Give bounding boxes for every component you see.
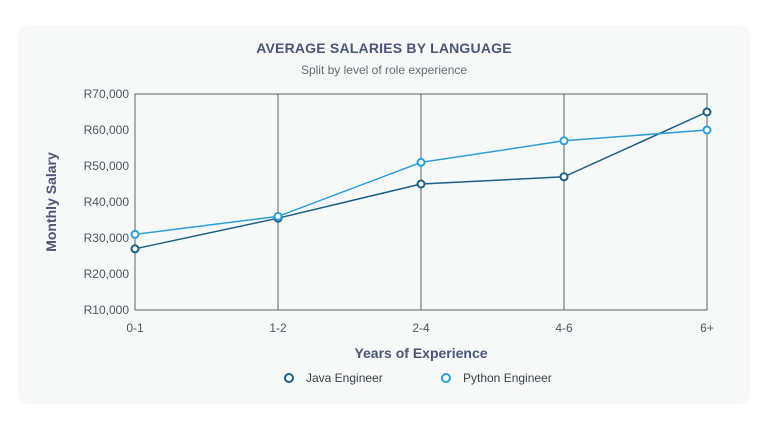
data-point[interactable] xyxy=(416,157,426,167)
y-tick-label: R70,000 xyxy=(84,87,130,101)
plot-area xyxy=(134,93,708,311)
data-point[interactable] xyxy=(416,179,426,189)
x-axis-label: Years of Experience xyxy=(354,345,487,361)
y-tick-label: R60,000 xyxy=(84,123,130,137)
legend-marker-icon xyxy=(441,373,451,383)
legend-item-java[interactable]: Java Engineer xyxy=(284,371,383,385)
x-tick-label: 2-4 xyxy=(412,321,430,335)
chart-title: AVERAGE SALARIES BY LANGUAGE xyxy=(256,40,512,56)
data-point[interactable] xyxy=(702,125,712,135)
y-tick-label: R30,000 xyxy=(84,231,130,245)
data-point[interactable] xyxy=(559,172,569,182)
data-point[interactable] xyxy=(702,107,712,117)
data-point[interactable] xyxy=(130,229,140,239)
legend-label-python: Python Engineer xyxy=(463,371,552,385)
legend-label-java: Java Engineer xyxy=(306,371,383,385)
y-tick-label: R50,000 xyxy=(84,159,130,173)
legend-marker-icon xyxy=(284,373,294,383)
y-tick-label: R20,000 xyxy=(84,267,130,281)
data-point[interactable] xyxy=(130,244,140,254)
x-tick-label: 0-1 xyxy=(126,321,144,335)
chart-subtitle: Split by level of role experience xyxy=(300,63,468,77)
x-tick-label: 4-6 xyxy=(555,321,573,335)
y-tick-label: R40,000 xyxy=(84,195,130,209)
x-tick-label: 1-2 xyxy=(269,321,287,335)
legend-item-python[interactable]: Python Engineer xyxy=(441,371,552,385)
x-tick-label: 6+ xyxy=(700,321,714,335)
chart-card xyxy=(20,28,748,402)
data-point[interactable] xyxy=(559,136,569,146)
y-axis-label: Monthly Salary xyxy=(43,152,59,252)
data-point[interactable] xyxy=(273,211,283,221)
y-tick-label: R10,000 xyxy=(84,303,130,317)
